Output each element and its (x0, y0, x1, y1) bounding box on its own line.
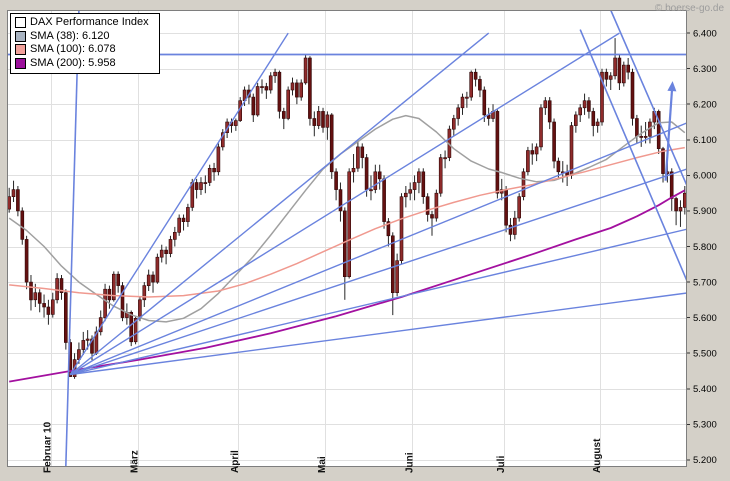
y-tick-label: 5.300 (693, 420, 717, 431)
fan-line (70, 292, 687, 376)
legend-sma38-label: SMA (38): 6.120 (30, 29, 110, 42)
up-arrow (664, 87, 674, 181)
month-label: Juni (404, 452, 415, 473)
y-tick-label: 6.300 (693, 64, 717, 75)
fan-line (69, 122, 687, 376)
y-tick-label: 6.000 (693, 171, 717, 182)
legend-sma200-label: SMA (200): 5.958 (30, 56, 116, 69)
legend-title: DAX Performance Index (30, 16, 149, 28)
sma-200-line (9, 189, 686, 383)
x-axis-labels: Februar 10 März April Mai Juni Juli August (43, 421, 603, 473)
month-label: März (130, 450, 141, 473)
sma100-swatch-icon (15, 44, 26, 56)
dax-swatch-icon (15, 17, 26, 29)
month-label: Juli (496, 456, 507, 473)
trend-line (65, 10, 80, 467)
y-tick-label: 5.600 (693, 313, 717, 324)
month-label: August (592, 438, 603, 473)
legend-item-dax: DAX Performance Index (15, 16, 149, 30)
trendlines-layer (7, 10, 687, 467)
month-label: Mai (317, 456, 328, 473)
fan-line (69, 168, 687, 376)
sma-100-line (9, 146, 685, 298)
legend-sma100-label: SMA (100): 6.078 (30, 43, 116, 55)
watermark: © boerse-go.de (654, 3, 724, 14)
y-tick-label: 5.800 (693, 242, 717, 253)
month-label: April (230, 450, 241, 473)
legend: DAX Performance Index SMA (38): 6.120 SM… (10, 13, 160, 74)
y-tick-label: 6.400 (693, 28, 717, 39)
fan-line (69, 32, 620, 376)
trend-line (609, 10, 687, 188)
fan-line (69, 32, 490, 376)
fan-line (70, 228, 687, 376)
grid-layer (7, 10, 687, 467)
y-tick-label: 5.200 (693, 455, 717, 466)
plot-background (7, 10, 687, 467)
legend-item-sma38: SMA (38): 6.120 (15, 30, 149, 44)
y-tick-label: 5.700 (693, 277, 717, 288)
sma-lines (8, 114, 686, 383)
candles-layer (7, 38, 687, 379)
y-axis-labels: 6.400 6.300 6.200 6.100 6.000 5.900 5.800 5.700… (687, 28, 717, 466)
y-tick-label: 5.500 (693, 349, 717, 360)
legend-item-sma200: SMA (200): 5.958 (15, 57, 149, 71)
y-tick-label: 6.100 (693, 135, 717, 146)
month-label: Februar 10 (43, 421, 54, 473)
legend-item-sma100: SMA (100): 6.078 (15, 43, 149, 57)
plot-border (7, 10, 687, 467)
sma200-swatch-icon (15, 57, 26, 69)
y-tick-label: 5.900 (693, 206, 717, 217)
up-arrow-head-icon (667, 81, 677, 92)
trend-line (579, 29, 687, 284)
y-tick-label: 5.400 (693, 384, 717, 395)
sma-38-line (8, 114, 686, 323)
sma38-swatch-icon (15, 30, 26, 42)
fan-line (69, 32, 289, 375)
y-tick-label: 6.200 (693, 100, 717, 111)
